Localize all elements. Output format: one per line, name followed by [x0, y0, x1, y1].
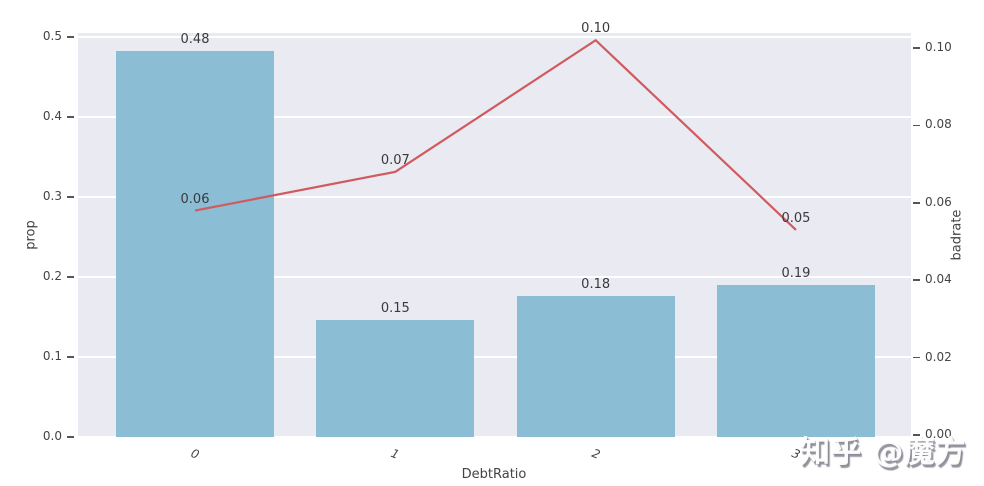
bar-value-label: 0.19	[781, 266, 811, 281]
right-axis-tick	[913, 47, 920, 49]
left-axis-title: prop	[23, 220, 39, 250]
bar-1	[316, 320, 475, 437]
badrate-line	[194, 38, 797, 231]
line-value-label: 0.06	[180, 191, 210, 207]
gridline	[78, 356, 911, 358]
bar-0	[116, 50, 274, 437]
gridline	[78, 276, 911, 278]
left-axis-tick	[67, 436, 74, 438]
line-value-label: 0.05	[781, 210, 811, 226]
left-axis-tick	[67, 36, 74, 38]
right-axis-title: badrate	[949, 209, 965, 261]
right-axis-tick	[913, 202, 920, 204]
right-axis-tick	[913, 124, 920, 127]
line-value-label: 0.10	[581, 21, 611, 37]
right-axis-tick-label: 0.10	[925, 40, 952, 54]
bar-value-label: 0.48	[180, 31, 210, 47]
badrate-line-path	[194, 38, 797, 231]
left-axis-tick	[67, 116, 74, 118]
x-tick-label-2: 2	[589, 446, 602, 462]
left-axis-tick-label: 0.4	[42, 109, 62, 123]
right-axis-tick	[913, 279, 920, 281]
bar-value-label: 0.15	[380, 301, 410, 317]
bar-2	[516, 296, 675, 437]
right-axis-tick-label: 0.06	[925, 194, 952, 209]
left-axis-tick	[67, 356, 74, 358]
left-axis-tick-label: 0.5	[42, 29, 62, 43]
bar-3	[716, 285, 875, 437]
right-axis-tick-label: 0.04	[925, 272, 952, 287]
watermark: 知乎 @魔方	[800, 435, 967, 470]
right-axis-tick-label: 0.00	[925, 427, 952, 441]
gridline	[78, 116, 911, 118]
left-axis-tick-label: 0.1	[42, 349, 62, 363]
left-axis-tick-label: 0.0	[42, 429, 62, 443]
plot-area: 0.48 0.15 0.18 0.19 0.06 0.07 0.10 0.05	[78, 21, 911, 438]
right-axis-tick-label: 0.08	[925, 117, 952, 132]
gridline	[78, 436, 911, 438]
gridline	[78, 196, 911, 198]
x-tick-label-1: 1	[389, 446, 402, 462]
right-axis-tick	[913, 434, 920, 436]
bar-value-label: 0.18	[581, 277, 611, 293]
left-axis-tick-label: 0.2	[42, 269, 62, 283]
line-value-label: 0.07	[380, 152, 410, 168]
left-axis-tick	[67, 276, 74, 278]
x-tick-label-0: 0	[188, 446, 202, 462]
left-axis-tick	[67, 196, 74, 198]
gridline	[78, 36, 911, 38]
right-axis-tick	[913, 356, 920, 359]
left-axis-tick-label: 0.3	[42, 189, 62, 203]
x-axis-title: DebtRatio	[461, 467, 527, 482]
right-axis-tick-label: 0.02	[925, 349, 952, 364]
